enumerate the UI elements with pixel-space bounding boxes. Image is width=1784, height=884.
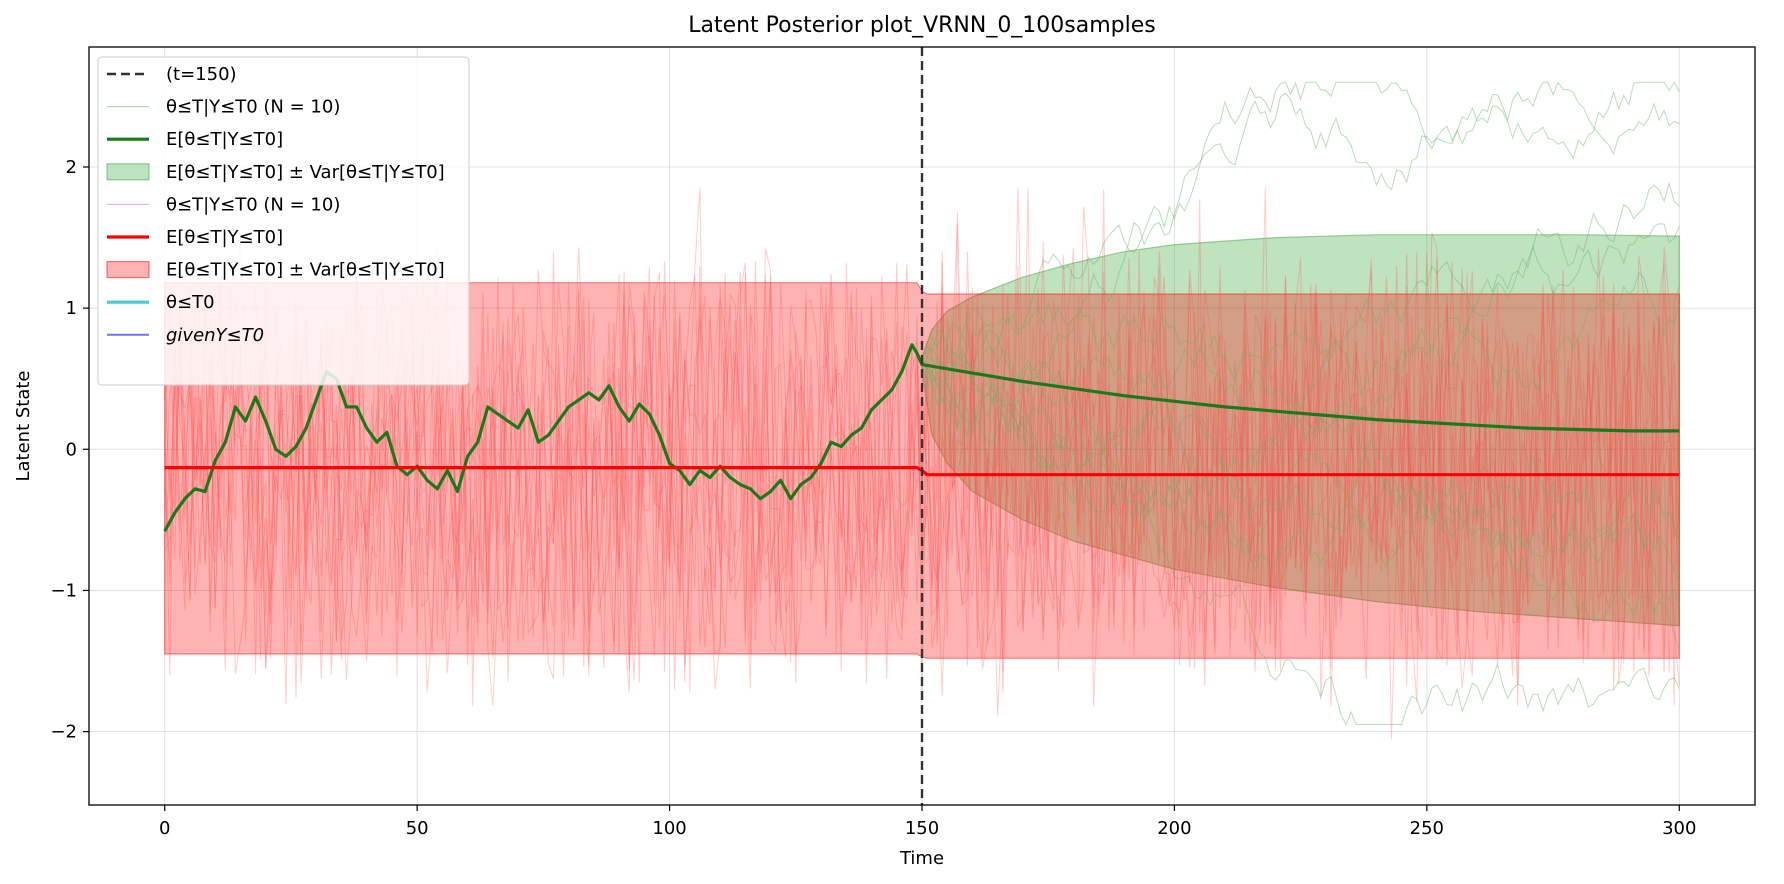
green-sample-trajectory	[921, 271, 1680, 438]
y-tick-label: −1	[50, 580, 77, 601]
y-tick-label: 2	[66, 157, 77, 178]
legend-swatch	[106, 163, 150, 181]
x-tick-label: 0	[159, 818, 170, 839]
legend: (t=150) θ≤T|Y≤T0 (N = 10) E[θ≤T|Y≤T0] E[θ≤T…	[97, 56, 470, 386]
legend-label: θ≤T0	[166, 292, 215, 313]
red-sample-trajectory	[164, 188, 1680, 706]
x-tick-label: 50	[406, 818, 429, 839]
axis-ticks: 0 50 100 150 200 250 300 −2 −1 0 1 2	[50, 157, 1696, 839]
y-tick-label: 1	[66, 298, 77, 319]
y-tick-label: −2	[50, 722, 77, 743]
legend-label: E[θ≤T|Y≤T0] ± Var[θ≤T|Y≤T0]	[166, 260, 445, 281]
chart-title: Latent Posterior plot_VRNN_0_100samples	[688, 13, 1156, 38]
variance-band	[921, 234, 1680, 627]
legend-label: E[θ≤T|Y≤T0]	[166, 129, 283, 150]
green-sample-trajectory	[921, 181, 1680, 506]
green-sample-trajectory	[921, 81, 1680, 367]
legend-swatch	[106, 261, 150, 279]
y-tick-label: 0	[66, 439, 77, 460]
legend-label: E[θ≤T|Y≤T0]	[166, 227, 283, 248]
red-sample-trajectory	[164, 188, 1680, 740]
y-axis-title: Latent State	[13, 370, 34, 481]
x-tick-label: 250	[1410, 818, 1444, 839]
x-tick-label: 150	[905, 818, 939, 839]
legend-label: givenY≤T0	[166, 325, 264, 346]
x-tick-label: 100	[652, 818, 686, 839]
green-sample-trajectory	[921, 329, 1680, 572]
green-sample-trajectory	[921, 347, 1680, 605]
x-tick-label: 300	[1662, 818, 1696, 839]
green-sample-trajectory	[921, 364, 1680, 582]
green-sample-trajectory	[921, 223, 1680, 437]
legend-label: E[θ≤T|Y≤T0] ± Var[θ≤T|Y≤T0]	[166, 162, 445, 183]
green-sample-trajectory	[921, 81, 1680, 365]
legend-label: (t=150)	[166, 64, 237, 85]
legend-box	[97, 56, 470, 386]
green-sample-trajectory	[921, 350, 1680, 726]
x-tick-label: 200	[1157, 818, 1191, 839]
legend-label: θ≤T|Y≤T0 (N = 10)	[166, 97, 340, 118]
red-sample-trajectory	[164, 188, 1680, 685]
green-sample-trajectory	[921, 364, 1680, 652]
legend-label: θ≤T|Y≤T0 (N = 10)	[166, 194, 340, 215]
x-axis-title: Time	[899, 848, 944, 869]
